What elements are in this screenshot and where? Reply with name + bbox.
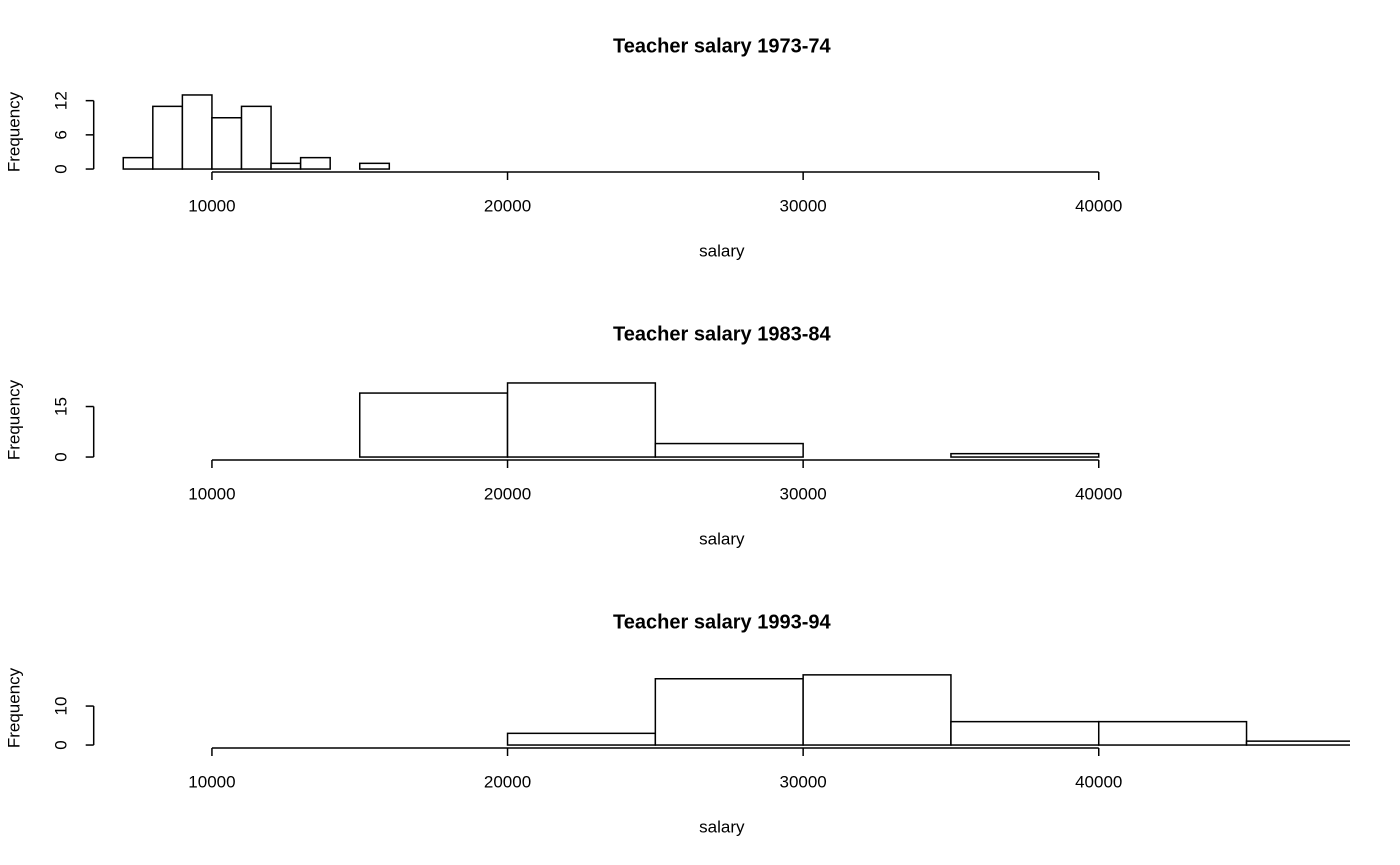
chart-title: Teacher salary 1993-94 [613, 611, 831, 633]
y-tick-label: 6 [51, 130, 70, 139]
bar [299, 156, 331, 170]
bars [122, 94, 391, 170]
bar [1245, 740, 1351, 746]
y-axis-label: Frequency [4, 91, 23, 172]
bars [358, 382, 1100, 458]
y-axis-label: Frequency [4, 667, 23, 748]
x-tick-label: 10000 [188, 196, 235, 215]
y-tick-label: 10 [51, 697, 70, 716]
bar [358, 392, 509, 458]
y-tick-label: 12 [51, 91, 70, 110]
x-tick-label: 10000 [188, 484, 235, 503]
y-axis-label: Frequency [4, 379, 23, 460]
y-tick-label: 0 [51, 164, 70, 173]
x-tick-label: 30000 [779, 484, 826, 503]
bar [122, 156, 154, 170]
x-axis-label: salary [699, 241, 745, 260]
panel: Teacher salary 1993-94salaryFrequency100… [4, 611, 1351, 836]
bar [802, 674, 952, 746]
bar [654, 678, 804, 746]
x-tick-label: 20000 [484, 196, 531, 215]
chart-title: Teacher salary 1983-84 [613, 323, 831, 345]
x-tick-label: 30000 [779, 772, 826, 791]
panel: Teacher salary 1973-74 salary Frequency 100… [4, 35, 1122, 260]
bars [506, 674, 1351, 746]
x-tick-label: 40000 [1075, 196, 1122, 215]
bar [506, 732, 657, 746]
x-tick-label: 20000 [484, 484, 531, 503]
x-tick-label: 40000 [1075, 484, 1122, 503]
bar [1097, 720, 1248, 746]
y-tick-label: 0 [51, 452, 70, 461]
bar [240, 105, 272, 170]
y-tick-label: 15 [51, 397, 70, 416]
bar [211, 117, 243, 170]
bar [950, 452, 1100, 458]
bar [950, 720, 1100, 746]
bar [506, 382, 657, 458]
x-tick-label: 40000 [1075, 772, 1122, 791]
x-tick-label: 10000 [188, 772, 235, 791]
bar [270, 162, 302, 170]
bar [358, 162, 391, 170]
x-tick-label: 20000 [484, 772, 531, 791]
bar [654, 442, 804, 458]
bar [181, 94, 213, 170]
x-axis-label: salary [699, 529, 745, 548]
x-tick-label: 30000 [779, 196, 826, 215]
y-tick-label: 0 [51, 740, 70, 749]
x-axis-label: salary [699, 817, 745, 836]
bar [152, 105, 184, 170]
chart-title: Teacher salary 1973-74 [613, 35, 831, 57]
panel: Teacher salary 1983-84 salary Frequency 100… [4, 323, 1122, 548]
